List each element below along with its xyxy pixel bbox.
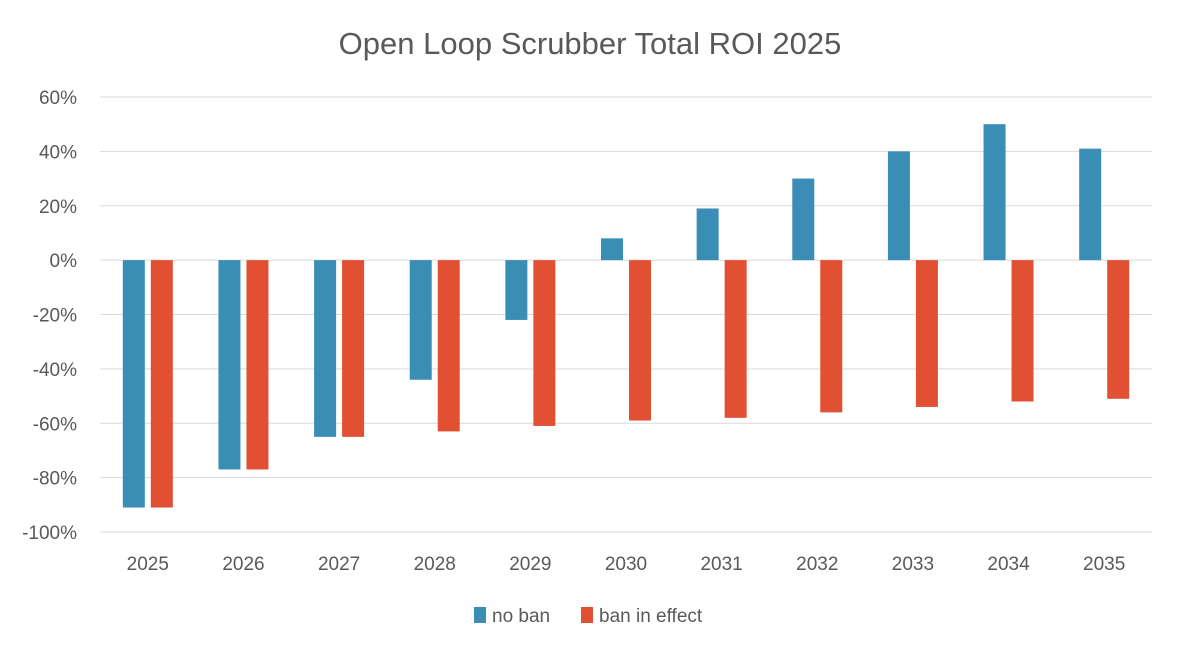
legend-swatch: [474, 607, 486, 623]
bar-no-ban-2029: [505, 260, 528, 320]
legend-swatch: [581, 607, 593, 623]
bar-no-ban-2031: [696, 208, 719, 261]
bar-ban-in-effect-2025: [150, 260, 173, 508]
bar-ban-in-effect-2034: [1011, 260, 1034, 402]
bar-ban-in-effect-2029: [533, 260, 556, 426]
y-tick-label: 60%: [39, 88, 77, 109]
y-tick-label: -100%: [22, 523, 77, 544]
x-tick-label: 2027: [318, 554, 360, 575]
bar-ban-in-effect-2032: [820, 260, 843, 413]
x-tick-label: 2033: [892, 554, 934, 575]
y-tick-label: -40%: [33, 360, 77, 381]
x-tick-label: 2028: [414, 554, 456, 575]
x-tick-label: 2025: [127, 554, 169, 575]
bar-no-ban-2032: [792, 178, 815, 261]
y-tick-label: -60%: [33, 414, 77, 435]
bar-no-ban-2025: [122, 260, 145, 508]
bar-no-ban-2026: [218, 260, 241, 470]
bar-ban-in-effect-2035: [1107, 260, 1130, 399]
bars: [122, 124, 1130, 508]
bar-no-ban-2027: [314, 260, 337, 437]
bar-ban-in-effect-2033: [915, 260, 938, 407]
x-tick-label: 2032: [796, 554, 838, 575]
x-tick-label: 2029: [509, 554, 551, 575]
y-tick-label: 20%: [39, 197, 77, 218]
y-tick-label: -20%: [33, 306, 77, 327]
y-tick-label: 40%: [39, 142, 77, 163]
legend: no ban ban in effect: [474, 606, 703, 627]
legend-label: no ban: [492, 606, 550, 627]
bar-ban-in-effect-2026: [246, 260, 269, 470]
bar-no-ban-2034: [983, 124, 1006, 261]
bar-no-ban-2030: [601, 238, 623, 261]
bar-ban-in-effect-2027: [342, 260, 365, 437]
bar-no-ban-2035: [1079, 148, 1102, 261]
bar-no-ban-2028: [409, 260, 432, 380]
x-tick-label: 2026: [222, 554, 264, 575]
x-tick-label: 2035: [1083, 554, 1125, 575]
legend-label: ban in effect: [599, 606, 703, 627]
bar-no-ban-2033: [887, 151, 910, 261]
y-axis-tick-labels: 60% 40% 20% 0% -20% -40% -60% -80% -100%: [22, 88, 77, 544]
y-tick-label: 0%: [50, 251, 78, 272]
x-tick-label: 2031: [700, 554, 742, 575]
x-axis-tick-labels: 2025 2026 2027 2028 2029 2030 2031 2032 2033 2034…: [127, 554, 1126, 575]
y-tick-label: -80%: [33, 469, 77, 490]
bar-ban-in-effect-2031: [724, 260, 747, 418]
bar-ban-in-effect-2030: [629, 260, 651, 421]
x-tick-label: 2034: [987, 554, 1030, 575]
gridlines: [100, 96, 1152, 533]
chart-title: Open Loop Scrubber Total ROI 2025: [339, 26, 842, 61]
x-tick-label: 2030: [605, 554, 647, 575]
bar-ban-in-effect-2028: [437, 260, 460, 432]
